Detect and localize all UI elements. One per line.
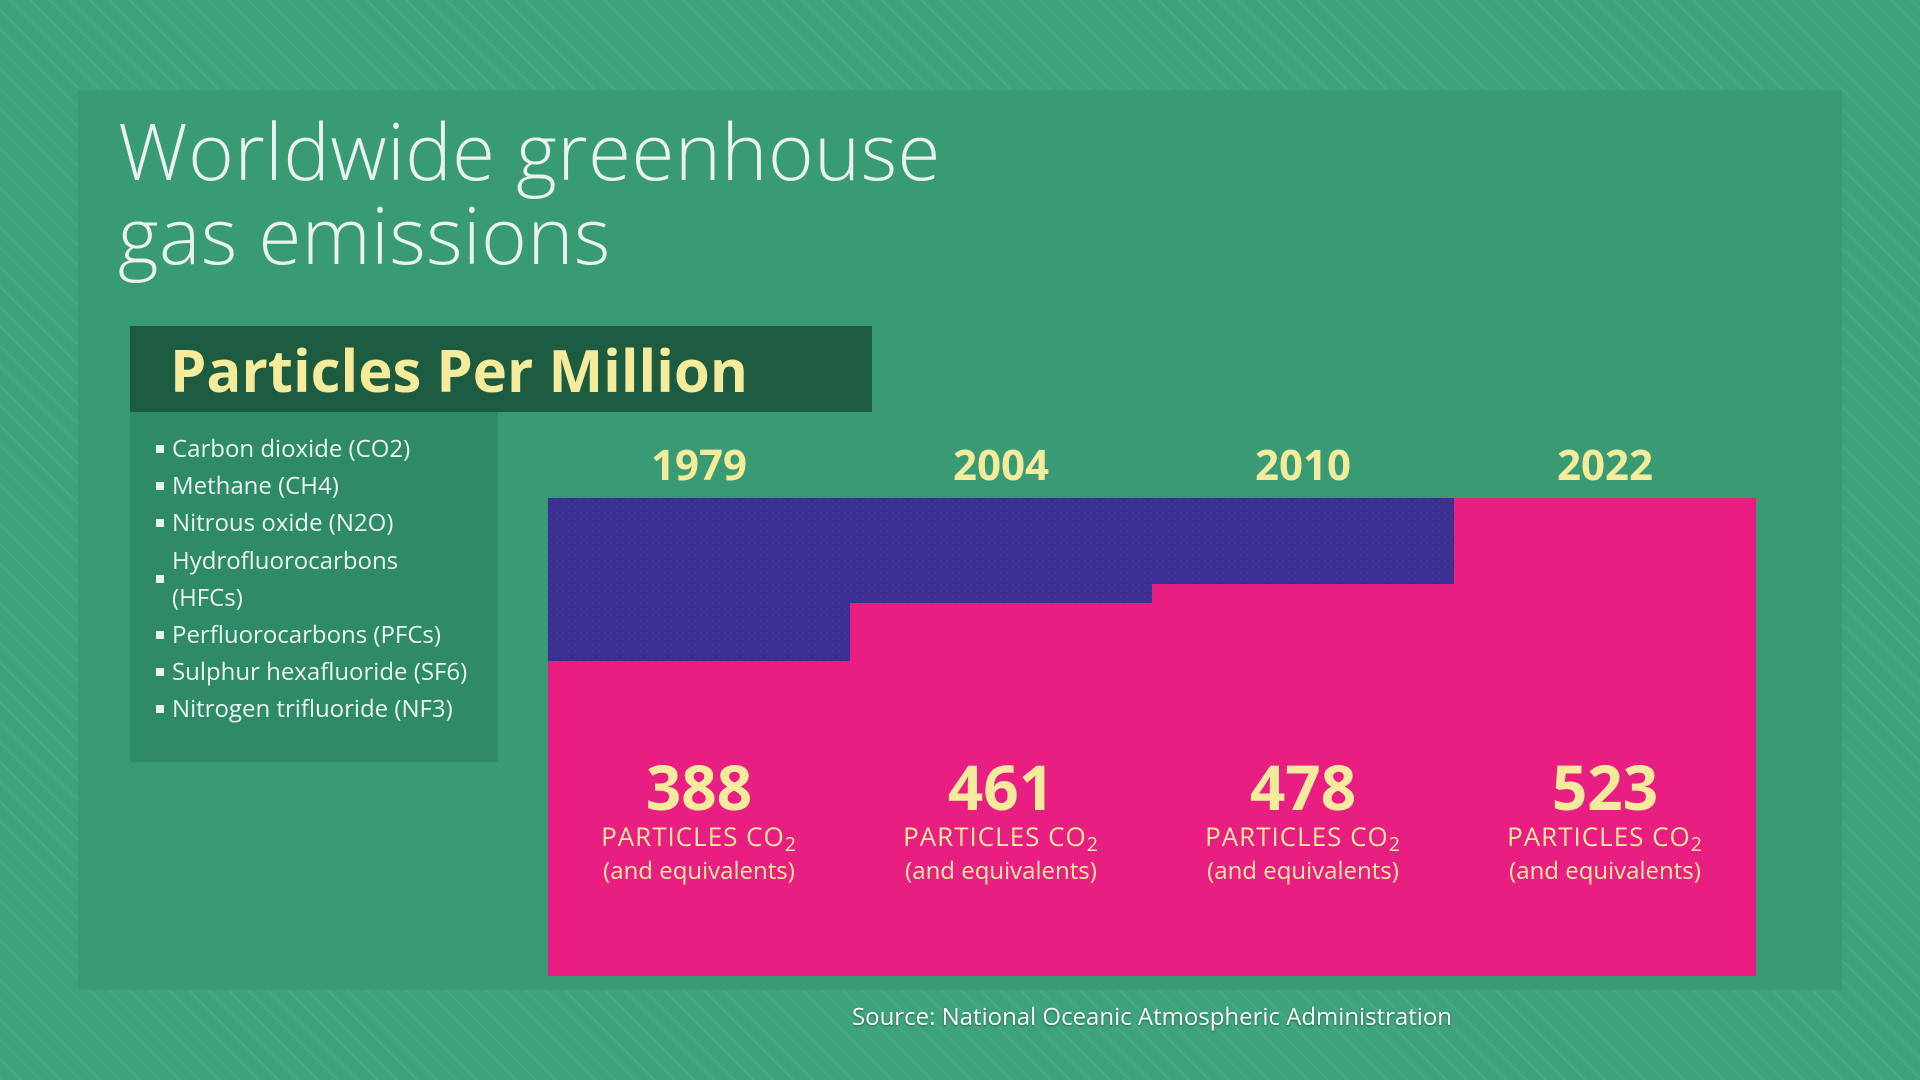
chart-year-label: 2022 [1454,436,1756,493]
chart-value-label: 461PARTICLES CO2(and equivalents) [850,756,1152,887]
chart-value-unit: PARTICLES CO2 [850,818,1152,854]
chart-value-unit: PARTICLES CO2 [548,818,850,854]
chart-value-note: (and equivalents) [1454,854,1756,887]
legend-item-label: Sulphur hexafluoride (SF6) [172,653,467,690]
legend-bullet-icon [156,668,164,676]
legend-bullet-icon [156,445,164,453]
chart-year-label: 2010 [1152,436,1454,493]
chart-value: 388 [548,756,850,818]
chart-value-note: (and equivalents) [1152,854,1454,887]
legend-bullet-icon [156,519,164,527]
legend-item-label: Perfluorocarbons (PFCs) [172,616,441,653]
legend-item: Perfluorocarbons (PFCs) [156,616,472,653]
chart-value-label: 523PARTICLES CO2(and equivalents) [1454,756,1756,887]
legend-item: Sulphur hexafluoride (SF6) [156,653,472,690]
title-line-2: gas emissions [118,181,611,287]
subtitle: Particles Per Million [170,330,748,409]
chart-value-note: (and equivalents) [850,854,1152,887]
chart-value: 478 [1152,756,1454,818]
legend-item: Nitrous oxide (N2O) [156,504,472,541]
chart-value-unit: PARTICLES CO2 [1454,818,1756,854]
legend-box: Carbon dioxide (CO2)Methane (CH4)Nitrous… [130,412,498,762]
legend-bullet-icon [156,482,164,490]
chart-bar [1454,498,1756,976]
subtitle-box: Particles Per Million [130,326,872,412]
legend-bullet-icon [156,631,164,639]
chart-value-label: 388PARTICLES CO2(and equivalents) [548,756,850,887]
chart-value: 461 [850,756,1152,818]
legend-bullet-icon [156,575,164,583]
legend-item-label: Hydrofluorocarbons (HFCs) [172,542,472,616]
source-attribution: Source: National Oceanic Atmospheric Adm… [548,1000,1756,1033]
legend-item-label: Nitrogen trifluoride (NF3) [172,690,453,727]
legend-item: Carbon dioxide (CO2) [156,430,472,467]
legend-item: Hydrofluorocarbons (HFCs) [156,542,472,616]
legend-bullet-icon [156,705,164,713]
page-title: Worldwide greenhouse gas emissions [118,108,941,276]
chart-value-note: (and equivalents) [548,854,850,887]
legend-item-label: Methane (CH4) [172,467,339,504]
chart-value-unit: PARTICLES CO2 [1152,818,1454,854]
chart-value: 523 [1454,756,1756,818]
emissions-chart: 1979388PARTICLES CO2(and equivalents)200… [548,436,1756,976]
chart-bars [548,498,1756,976]
chart-year-label: 2004 [850,436,1152,493]
chart-year-label: 1979 [548,436,850,493]
legend-item-label: Carbon dioxide (CO2) [172,430,410,467]
legend-item-label: Nitrous oxide (N2O) [172,504,393,541]
legend-item: Nitrogen trifluoride (NF3) [156,690,472,727]
legend-item: Methane (CH4) [156,467,472,504]
chart-value-label: 478PARTICLES CO2(and equivalents) [1152,756,1454,887]
